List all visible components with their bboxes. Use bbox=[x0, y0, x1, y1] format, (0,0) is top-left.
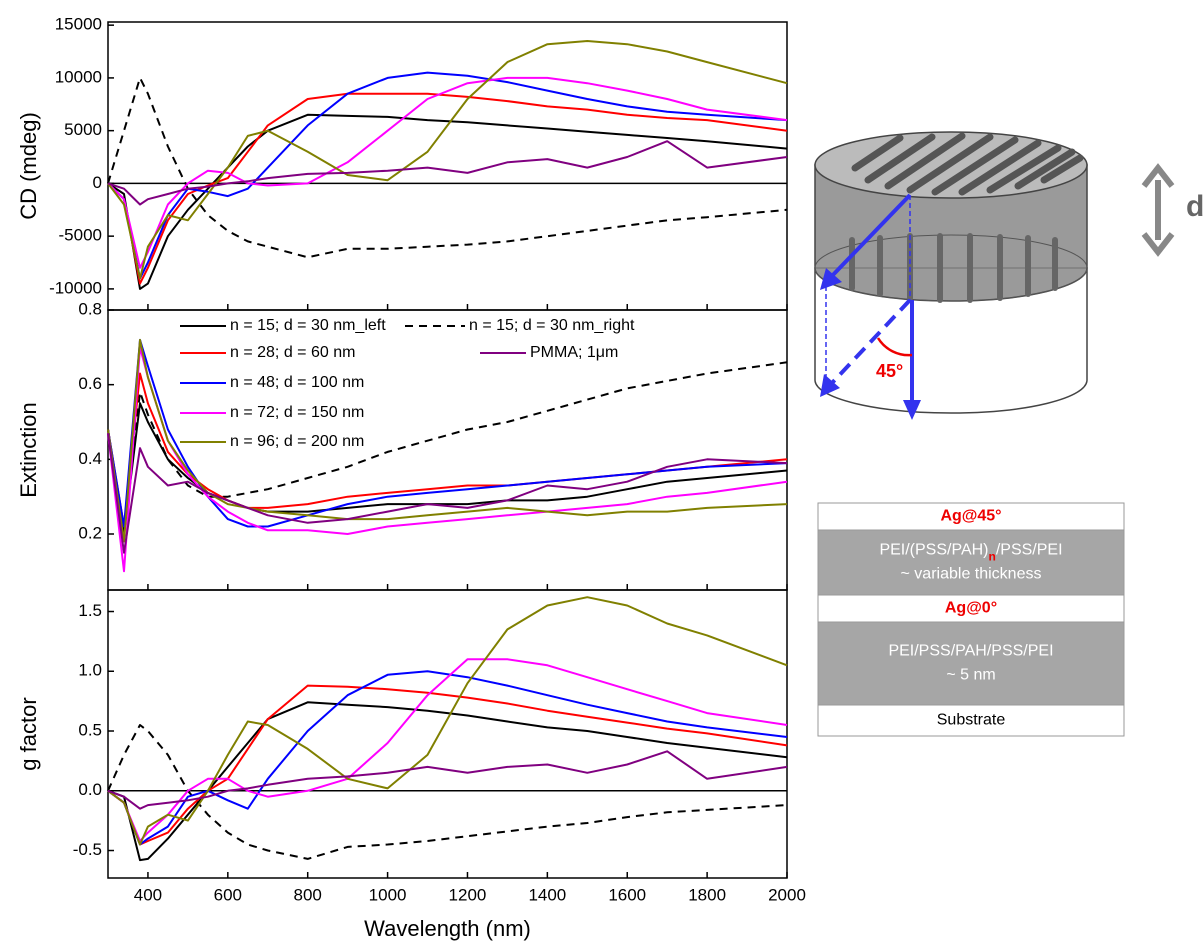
data-line bbox=[107, 113, 788, 290]
cell-text: /PSS/PEI bbox=[996, 542, 1063, 559]
x-tick-label: 400 bbox=[134, 885, 162, 904]
legend-label: n = 48; d = 100 nm bbox=[230, 374, 364, 391]
angle-arc bbox=[876, 337, 913, 357]
x-tick-label: 1600 bbox=[608, 885, 646, 904]
data-line bbox=[107, 701, 788, 862]
plot-frame bbox=[107, 21, 788, 311]
y-tick-label: 0.0 bbox=[78, 780, 102, 799]
y-tick-label: -5000 bbox=[59, 226, 102, 245]
y-axis-label: CD (mdeg) bbox=[16, 112, 41, 220]
angle-label: 45° bbox=[876, 361, 903, 381]
x-tick-label: 2000 bbox=[768, 885, 806, 904]
cell-text: ~ 5 nm bbox=[946, 667, 995, 684]
table-row bbox=[817, 502, 1125, 531]
y-tick-label: 1.0 bbox=[78, 661, 102, 680]
y-tick-label: 10000 bbox=[55, 67, 102, 86]
cell-text: Substrate bbox=[937, 712, 1006, 729]
data-line bbox=[107, 76, 788, 269]
table-cell: ~ 5 nm bbox=[946, 667, 995, 684]
y-tick-label: 0 bbox=[93, 173, 102, 192]
x-tick-label: 1800 bbox=[688, 885, 726, 904]
y-tick-label: 0.4 bbox=[78, 449, 102, 468]
thickness-arrow bbox=[1141, 163, 1175, 257]
legend-label: PMMA; 1μm bbox=[530, 344, 618, 361]
table-row bbox=[817, 594, 1125, 623]
legend-label: n = 15; d = 30 nm_right bbox=[469, 317, 635, 334]
legend-label: n = 28; d = 60 nm bbox=[230, 344, 355, 361]
data-line bbox=[107, 140, 788, 206]
data-line bbox=[107, 76, 788, 259]
layer-table: Ag@45° PEI/(PSS/PAH)n/PSS/PEI ~ variable t… bbox=[817, 502, 1125, 737]
lower-cylinder bbox=[814, 267, 1088, 414]
table-cell: Substrate bbox=[937, 712, 1006, 729]
x-tick-label: 800 bbox=[294, 885, 322, 904]
x-tick-label: 600 bbox=[214, 885, 242, 904]
top-rods bbox=[851, 132, 1084, 196]
table-row bbox=[817, 621, 1125, 706]
y-tick-label: 0.5 bbox=[78, 720, 102, 739]
y-tick-label: 1.5 bbox=[78, 601, 102, 620]
data-line bbox=[107, 433, 788, 554]
structure-diagram: 45° d bbox=[814, 131, 1204, 420]
table-cell: PEI/PSS/PAH/PSS/PEI bbox=[888, 643, 1053, 660]
y-tick-label: -0.5 bbox=[73, 840, 102, 859]
data-line bbox=[107, 361, 788, 535]
data-line bbox=[107, 338, 788, 543]
subscript: n bbox=[989, 550, 996, 564]
data-line bbox=[107, 40, 788, 280]
x-tick-label: 1200 bbox=[449, 885, 487, 904]
legend-label: n = 72; d = 150 nm bbox=[230, 404, 364, 421]
legend-label: n = 15; d = 30 nm_left bbox=[230, 317, 386, 334]
cell-text: ~ variable thickness bbox=[901, 566, 1042, 583]
x-axis-label: Wavelength (nm) bbox=[364, 916, 531, 941]
y-tick-label: -10000 bbox=[49, 278, 102, 297]
y-tick-label: 0.6 bbox=[78, 374, 102, 393]
y-axis-label: g factor bbox=[16, 697, 41, 770]
data-line bbox=[107, 684, 788, 846]
data-line bbox=[107, 658, 788, 842]
data-line bbox=[107, 71, 788, 280]
data-line bbox=[107, 670, 788, 846]
data-line bbox=[107, 724, 788, 860]
y-tick-label: 0.2 bbox=[78, 523, 102, 542]
y-tick-label: 0.8 bbox=[78, 299, 102, 318]
legend-label: n = 96; d = 200 nm bbox=[230, 433, 364, 450]
table-cell: Ag@0° bbox=[945, 600, 997, 617]
data-line bbox=[107, 750, 788, 810]
table-cell: Ag@45° bbox=[940, 508, 1001, 525]
x-tick-label: 1400 bbox=[528, 885, 566, 904]
data-line bbox=[107, 338, 788, 528]
data-line bbox=[107, 596, 788, 846]
polarization-arrows bbox=[820, 193, 921, 420]
table-row bbox=[817, 529, 1125, 596]
data-line bbox=[107, 92, 788, 285]
interface bbox=[814, 234, 1088, 302]
table-row bbox=[817, 704, 1125, 737]
data-line bbox=[107, 346, 788, 573]
cell-text: PEI/(PSS/PAH) bbox=[879, 542, 988, 559]
thickness-label: d bbox=[1186, 190, 1204, 223]
y-tick-label: 15000 bbox=[55, 15, 102, 34]
table-cell: ~ variable thickness bbox=[901, 566, 1042, 583]
cell-text: Ag@0° bbox=[945, 600, 997, 617]
y-tick-label: 5000 bbox=[64, 120, 102, 139]
plot-frame bbox=[107, 589, 788, 879]
cell-text: Ag@45° bbox=[940, 508, 1001, 525]
x-tick-label: 1000 bbox=[369, 885, 407, 904]
table-cell: PEI/(PSS/PAH)n/PSS/PEI bbox=[879, 542, 1062, 564]
cell-text: PEI/PSS/PAH/PSS/PEI bbox=[888, 643, 1053, 660]
y-axis-label: Extinction bbox=[16, 402, 41, 497]
